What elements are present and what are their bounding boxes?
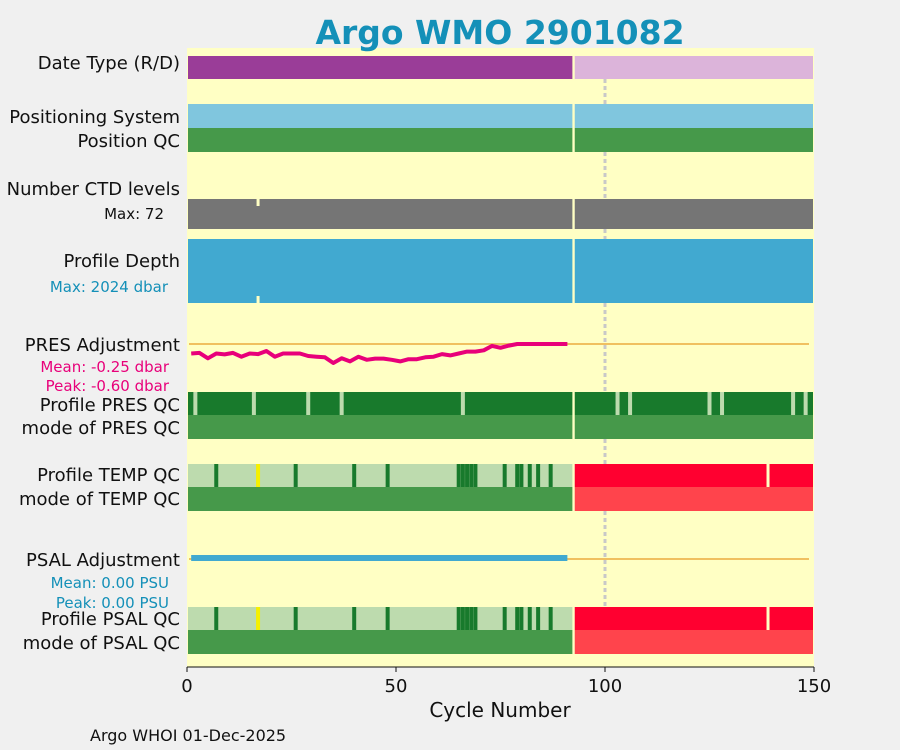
psal-adjustment-peak: Peak: 0.00 PSU xyxy=(56,594,169,612)
label-ctd-levels: Number CTD levels xyxy=(7,179,180,200)
temp-qc-dark-stripe xyxy=(465,464,470,487)
x-axis-label: Cycle Number xyxy=(429,698,571,722)
date-type-bar-left xyxy=(188,56,573,79)
pres-adjustment-series xyxy=(191,342,568,365)
pres-qc-light-stripe xyxy=(707,392,712,415)
pres-qc-light-stripe xyxy=(791,392,796,415)
pres-mode-bar-left xyxy=(188,415,573,439)
x-tick-label: 100 xyxy=(588,676,622,697)
ctd-levels-bar-left xyxy=(188,199,573,229)
temp-qc-light-stripe xyxy=(766,464,770,487)
ctd-levels-max: Max: 72 xyxy=(104,205,164,223)
position-qc-bar-right xyxy=(574,128,813,152)
label-mode-pres-qc: mode of PRES QC xyxy=(22,418,180,439)
temp-qc-dark-stripe xyxy=(352,464,357,487)
psal-qc-dark-stripe xyxy=(456,607,461,630)
position-qc-bar-left xyxy=(188,128,573,152)
pres-qc-light-stripe xyxy=(251,392,256,415)
psal-qc-dark-stripe xyxy=(214,607,219,630)
psal-qc-light-stripe xyxy=(766,607,770,630)
psal-qc-bar-right xyxy=(574,607,813,630)
label-profile-depth: Profile Depth xyxy=(63,251,180,272)
pres-qc-bar-left xyxy=(188,392,573,415)
temp-qc-dark-stripe xyxy=(385,464,390,487)
pres-qc-light-stripe xyxy=(720,392,725,415)
ctd-levels-bar-right xyxy=(574,199,813,229)
psal-qc-dark-stripe xyxy=(465,607,470,630)
psal-qc-dark-stripe xyxy=(293,607,298,630)
pres-qc-light-stripe xyxy=(628,392,633,415)
pres-adjustment-mean: Mean: -0.25 dbar xyxy=(40,358,170,376)
pres-qc-light-stripe xyxy=(339,392,344,415)
temp-qc-dark-stripe xyxy=(536,464,541,487)
positioning-bar-right xyxy=(574,104,813,128)
psal-qc-dark-stripe xyxy=(536,607,541,630)
temp-qc-dark-stripe xyxy=(214,464,219,487)
psal-qc-dark-stripe xyxy=(473,607,478,630)
temp-qc-dark-stripe xyxy=(515,464,520,487)
footer-credit: Argo WHOI 01-Dec-2025 xyxy=(90,726,286,745)
temp-qc-dark-stripe xyxy=(519,464,524,487)
psal-qc-yellow-stripe xyxy=(256,607,261,630)
label-positioning-system: Positioning System xyxy=(9,107,180,128)
temp-qc-dark-stripe xyxy=(527,464,532,487)
label-position-qc: Position QC xyxy=(77,131,180,152)
pres-adjustment-peak: Peak: -0.60 dbar xyxy=(46,377,170,395)
temp-qc-dark-stripe xyxy=(469,464,474,487)
temp-qc-dark-stripe xyxy=(293,464,298,487)
psal-adjustment-mean: Mean: 0.00 PSU xyxy=(51,574,169,592)
psal-qc-dark-stripe xyxy=(352,607,357,630)
positioning-bar-left xyxy=(188,104,573,128)
temp-qc-dark-stripe xyxy=(473,464,478,487)
label-date-type: Date Type (R/D) xyxy=(38,53,180,74)
x-tick-label: 50 xyxy=(385,676,408,697)
temp-qc-bar-left xyxy=(188,464,573,487)
pres-qc-bar-right xyxy=(574,392,813,415)
pres-qc-light-stripe xyxy=(460,392,465,415)
label-profile-psal-qc: Profile PSAL QC xyxy=(41,609,180,630)
psal-qc-dark-stripe xyxy=(527,607,532,630)
pres-qc-light-stripe xyxy=(193,392,198,415)
psal-mode-bar-right xyxy=(574,630,813,654)
chart-marks: 0 50 100 150 xyxy=(181,56,831,697)
label-psal-adjustment: PSAL Adjustment xyxy=(26,550,180,571)
label-mode-psal-qc: mode of PSAL QC xyxy=(23,633,180,654)
temp-mode-bar-left xyxy=(188,487,573,511)
profile-depth-bar-left xyxy=(188,239,573,303)
psal-qc-dark-stripe xyxy=(502,607,507,630)
ctd-levels-dip xyxy=(256,199,260,206)
psal-qc-dark-stripe xyxy=(515,607,520,630)
psal-mode-bar-left xyxy=(188,630,573,654)
pres-qc-light-stripe xyxy=(803,392,808,415)
temp-qc-dark-stripe xyxy=(456,464,461,487)
profile-depth-bar-right xyxy=(574,239,813,303)
profile-depth-dip xyxy=(256,296,260,303)
x-tick-label: 150 xyxy=(797,676,831,697)
psal-qc-dark-stripe xyxy=(385,607,390,630)
label-profile-temp-qc: Profile TEMP QC xyxy=(37,465,180,486)
profile-depth-max: Max: 2024 dbar xyxy=(50,278,169,296)
temp-qc-yellow-stripe xyxy=(256,464,261,487)
x-tick-label: 0 xyxy=(181,676,192,697)
pres-mode-bar-right xyxy=(574,415,813,439)
temp-qc-dark-stripe xyxy=(502,464,507,487)
psal-qc-dark-stripe xyxy=(469,607,474,630)
label-profile-pres-qc: Profile PRES QC xyxy=(40,395,180,416)
psal-qc-dark-stripe xyxy=(460,607,465,630)
chart-title: Argo WMO 2901082 xyxy=(315,13,684,52)
pres-qc-light-stripe xyxy=(306,392,311,415)
label-pres-adjustment: PRES Adjustment xyxy=(25,335,180,356)
temp-qc-bar-right xyxy=(574,464,813,487)
temp-qc-dark-stripe xyxy=(460,464,465,487)
psal-qc-dark-stripe xyxy=(548,607,553,630)
pres-qc-light-stripe xyxy=(615,392,620,415)
psal-qc-dark-stripe xyxy=(519,607,524,630)
temp-qc-dark-stripe xyxy=(548,464,553,487)
temp-mode-bar-right xyxy=(574,487,813,511)
psal-qc-bar-left xyxy=(188,607,573,630)
date-type-bar-right xyxy=(574,56,813,79)
label-mode-temp-qc: mode of TEMP QC xyxy=(19,489,180,510)
